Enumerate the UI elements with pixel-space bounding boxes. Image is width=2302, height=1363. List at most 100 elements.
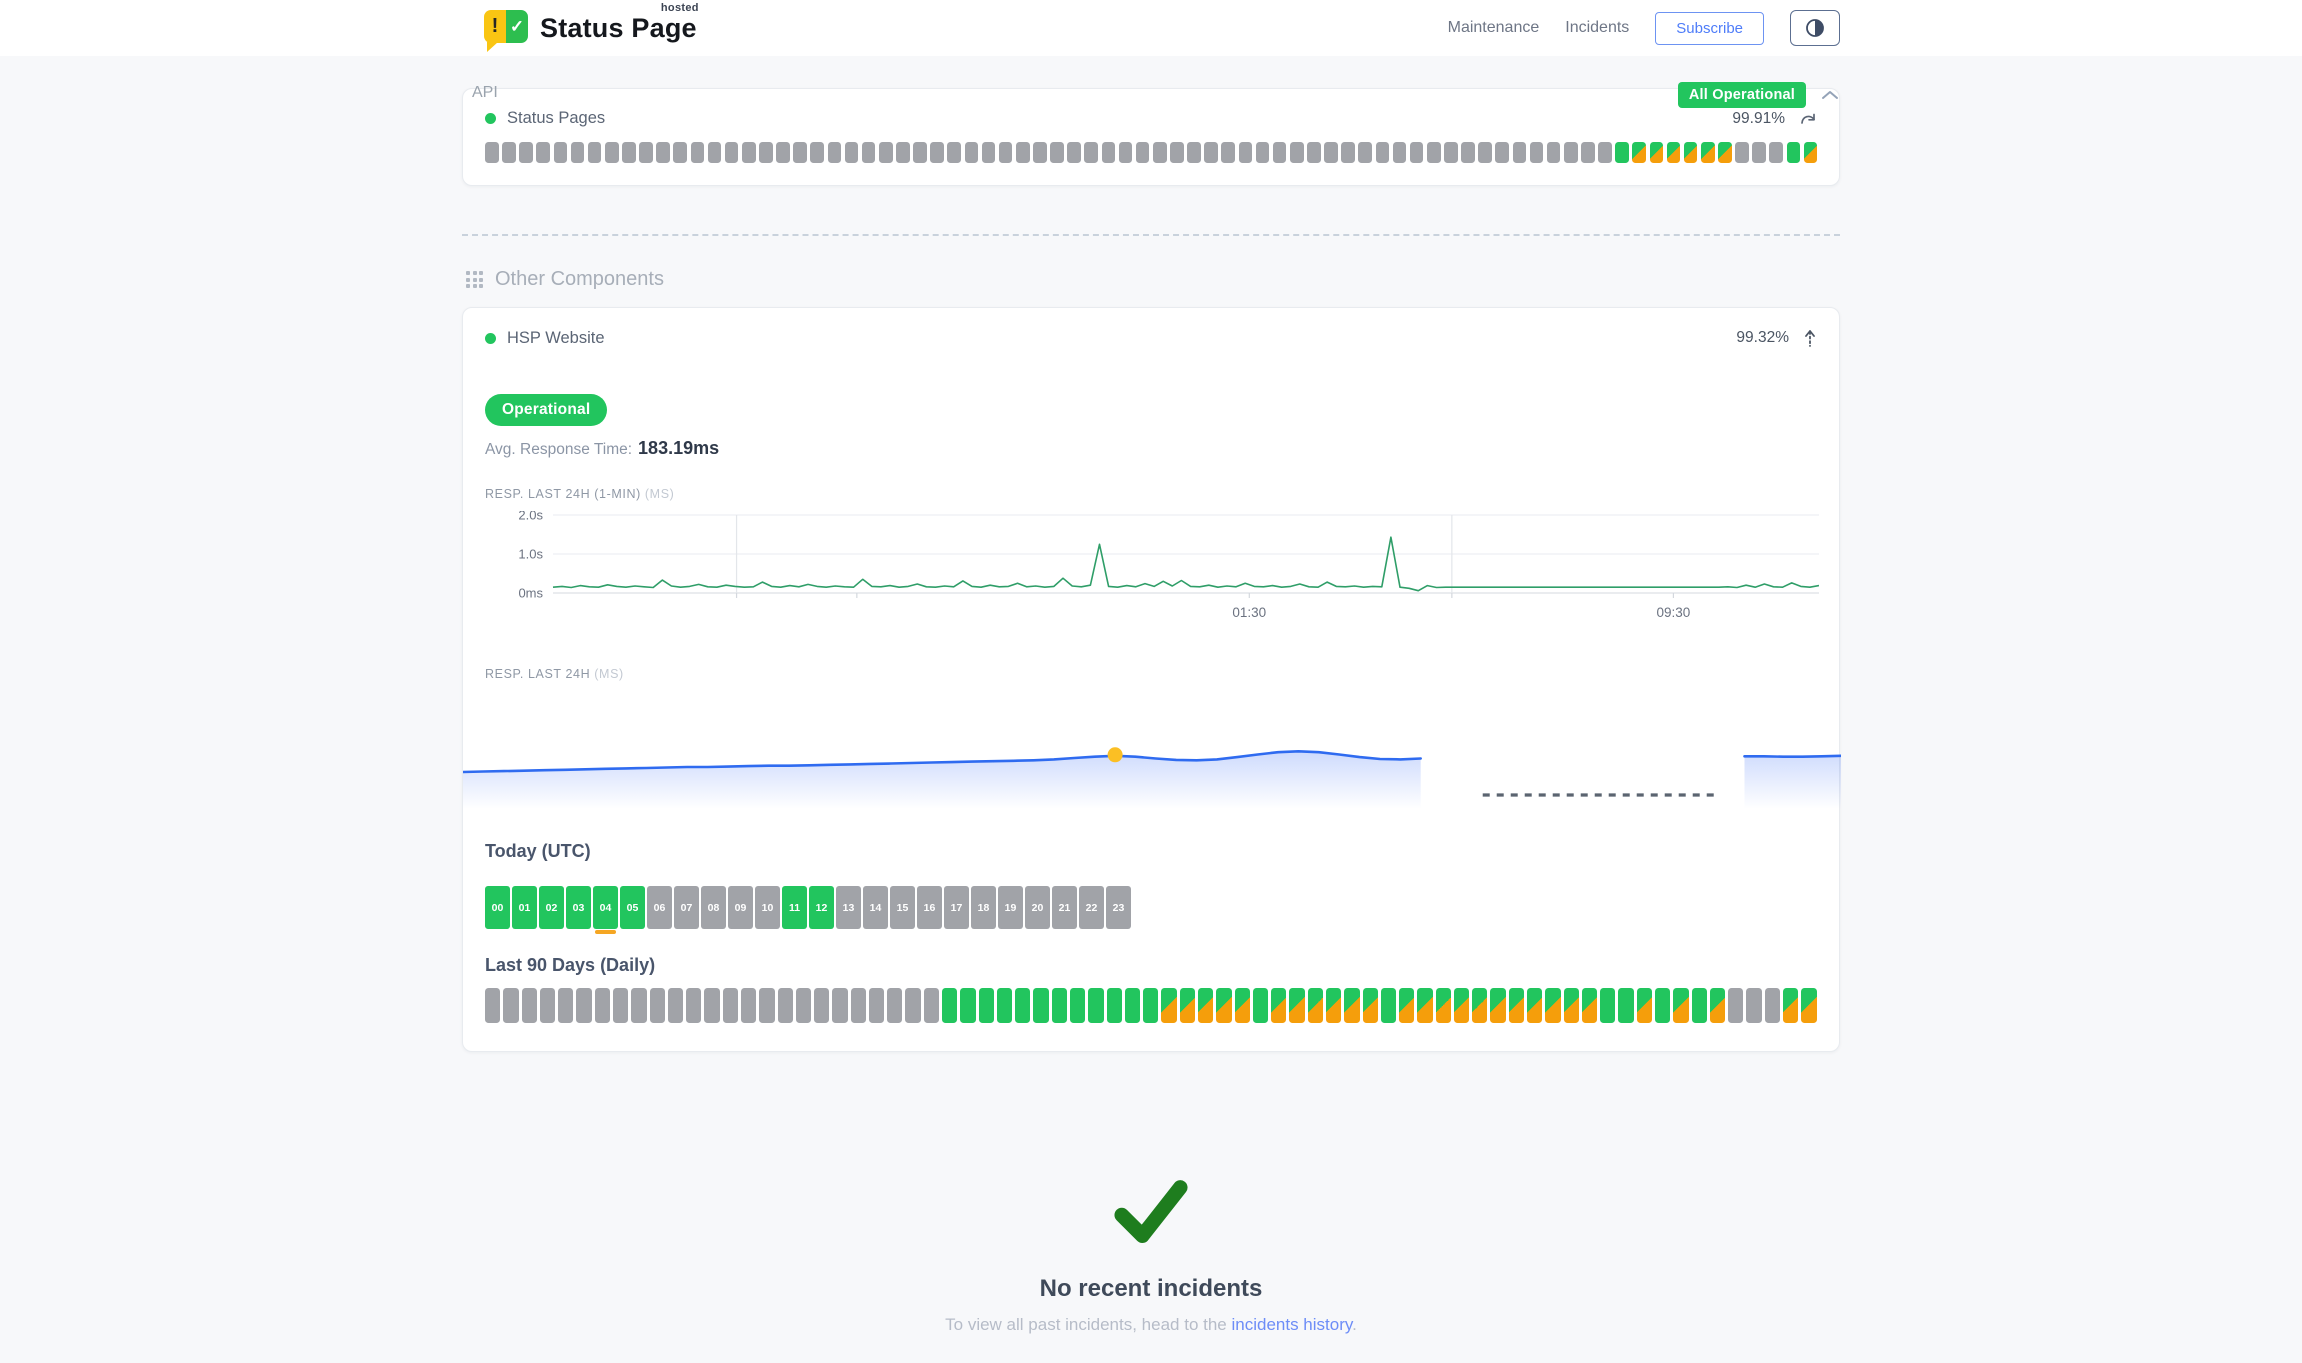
- day-cell: [996, 988, 1013, 1023]
- uptime-segment: [1529, 142, 1544, 163]
- uptime-segment: [1581, 142, 1595, 163]
- uptime-segment: [1512, 142, 1527, 163]
- day-cell: [1746, 988, 1762, 1023]
- day-cell: [1709, 988, 1726, 1023]
- hour-cell-13: 13: [836, 886, 861, 929]
- uptime-segment: [947, 142, 961, 163]
- incidents-history-link[interactable]: incidents history: [1231, 1315, 1353, 1334]
- uptime-segment: [896, 142, 910, 163]
- uptime-segment: [1752, 142, 1766, 163]
- group-label-api: API: [472, 84, 498, 101]
- hour-cell-16: 16: [917, 886, 942, 929]
- uptime-segment: [1272, 142, 1287, 163]
- subscribe-button[interactable]: Subscribe: [1655, 11, 1764, 45]
- uptime-segment: [964, 142, 979, 163]
- uptime-segment: [930, 142, 944, 163]
- big-check-icon: [1114, 1180, 1188, 1243]
- day-cell: [1545, 988, 1561, 1023]
- day-cell: [485, 988, 501, 1023]
- day-cell: [1600, 988, 1616, 1023]
- uptime-segment: [639, 142, 653, 163]
- theme-toggle-button[interactable]: [1790, 10, 1840, 46]
- uptime-segment: [759, 142, 773, 163]
- uptime-segment: [553, 142, 568, 163]
- day-cell: [1161, 988, 1177, 1023]
- day-cell: [1435, 988, 1451, 1023]
- uptime-segment: [622, 142, 636, 163]
- day-cell: [539, 988, 556, 1023]
- day-cell: [521, 988, 537, 1023]
- grid-icon: [466, 271, 483, 288]
- day-cell: [1252, 988, 1269, 1023]
- hour-cell-02: 02: [539, 886, 564, 929]
- content: API All Operational Status Pages 99.91%: [461, 82, 1843, 1335]
- uptime-segment: [1221, 142, 1235, 163]
- day-cell: [1325, 988, 1342, 1023]
- uptime-segment: [844, 142, 859, 163]
- header: ! ✓ Status Page hosted Maintenance Incid…: [0, 0, 2302, 56]
- uptime-segment: [776, 142, 790, 163]
- svg-text:2.0s: 2.0s: [518, 511, 543, 523]
- hour-cell-03: 03: [566, 886, 591, 929]
- uptime-segment: [878, 142, 893, 163]
- uptime-segment: [1461, 142, 1475, 163]
- svg-text:0ms: 0ms: [518, 586, 543, 601]
- uptime-segment: [1067, 142, 1081, 163]
- hour-cell-08: 08: [701, 886, 726, 929]
- uptime-segment: [1118, 142, 1133, 163]
- uptime-segment: [810, 142, 824, 163]
- alert-icon: !: [484, 10, 506, 43]
- last90-day-bar: [485, 988, 1817, 1023]
- uptime-segment: [1170, 142, 1184, 163]
- day-cell: [1673, 988, 1689, 1023]
- nav-maintenance[interactable]: Maintenance: [1447, 19, 1540, 36]
- uptime-segment: [1546, 142, 1561, 163]
- day-cell: [1088, 988, 1104, 1023]
- day-cell: [905, 988, 921, 1023]
- day-cell: [612, 988, 629, 1023]
- uptime-segment: [1152, 142, 1167, 163]
- day-cell: [1106, 988, 1122, 1023]
- day-cell: [1271, 988, 1287, 1023]
- day-cell: [923, 988, 940, 1023]
- day-cell: [978, 988, 994, 1023]
- day-cell: [759, 988, 775, 1023]
- day-cell: [1344, 988, 1360, 1023]
- day-cell: [1124, 988, 1141, 1023]
- hour-cell-05: 05: [620, 886, 645, 929]
- day-cell: [795, 988, 812, 1023]
- header-nav: Maintenance Incidents Subscribe: [1448, 10, 1840, 46]
- uptime-segment: [570, 142, 585, 163]
- day-cell: [1362, 988, 1378, 1023]
- uptime-segment: [827, 142, 842, 163]
- uptime-segment: [656, 142, 670, 163]
- operational-badge: Operational: [485, 394, 608, 426]
- uptime-segment: [1444, 142, 1458, 163]
- day-cell: [704, 988, 720, 1023]
- uptime-segment: [913, 142, 927, 163]
- uptime-segment: [1255, 142, 1270, 163]
- uptime-percentage: 99.32%: [1736, 329, 1789, 346]
- hour-cell-06: 06: [647, 886, 672, 929]
- day-cell: [1655, 988, 1671, 1023]
- collapse-chevron-up-icon[interactable]: [1820, 89, 1840, 101]
- hour-cell-07: 07: [674, 886, 699, 929]
- day-cell: [1801, 988, 1817, 1023]
- day-cell: [1417, 988, 1433, 1023]
- nav-incidents[interactable]: Incidents: [1565, 19, 1630, 36]
- uptime-segment: [1135, 142, 1150, 163]
- uptime-bar: [485, 142, 1818, 163]
- last90-heading: Last 90 Days (Daily): [485, 955, 656, 975]
- component-name: HSP Website: [507, 328, 605, 347]
- uptime-segment: [1375, 142, 1390, 163]
- day-cell: [1472, 988, 1488, 1023]
- brand[interactable]: ! ✓ Status Page hosted: [484, 2, 698, 52]
- dashed-divider: [462, 234, 1840, 236]
- refresh-icon[interactable]: [1799, 111, 1817, 127]
- section-title: Other Components: [495, 268, 664, 290]
- day-cell: [1618, 988, 1634, 1023]
- day-cell: [594, 988, 610, 1023]
- day-cell: [1015, 988, 1031, 1023]
- status-dot: [485, 332, 496, 344]
